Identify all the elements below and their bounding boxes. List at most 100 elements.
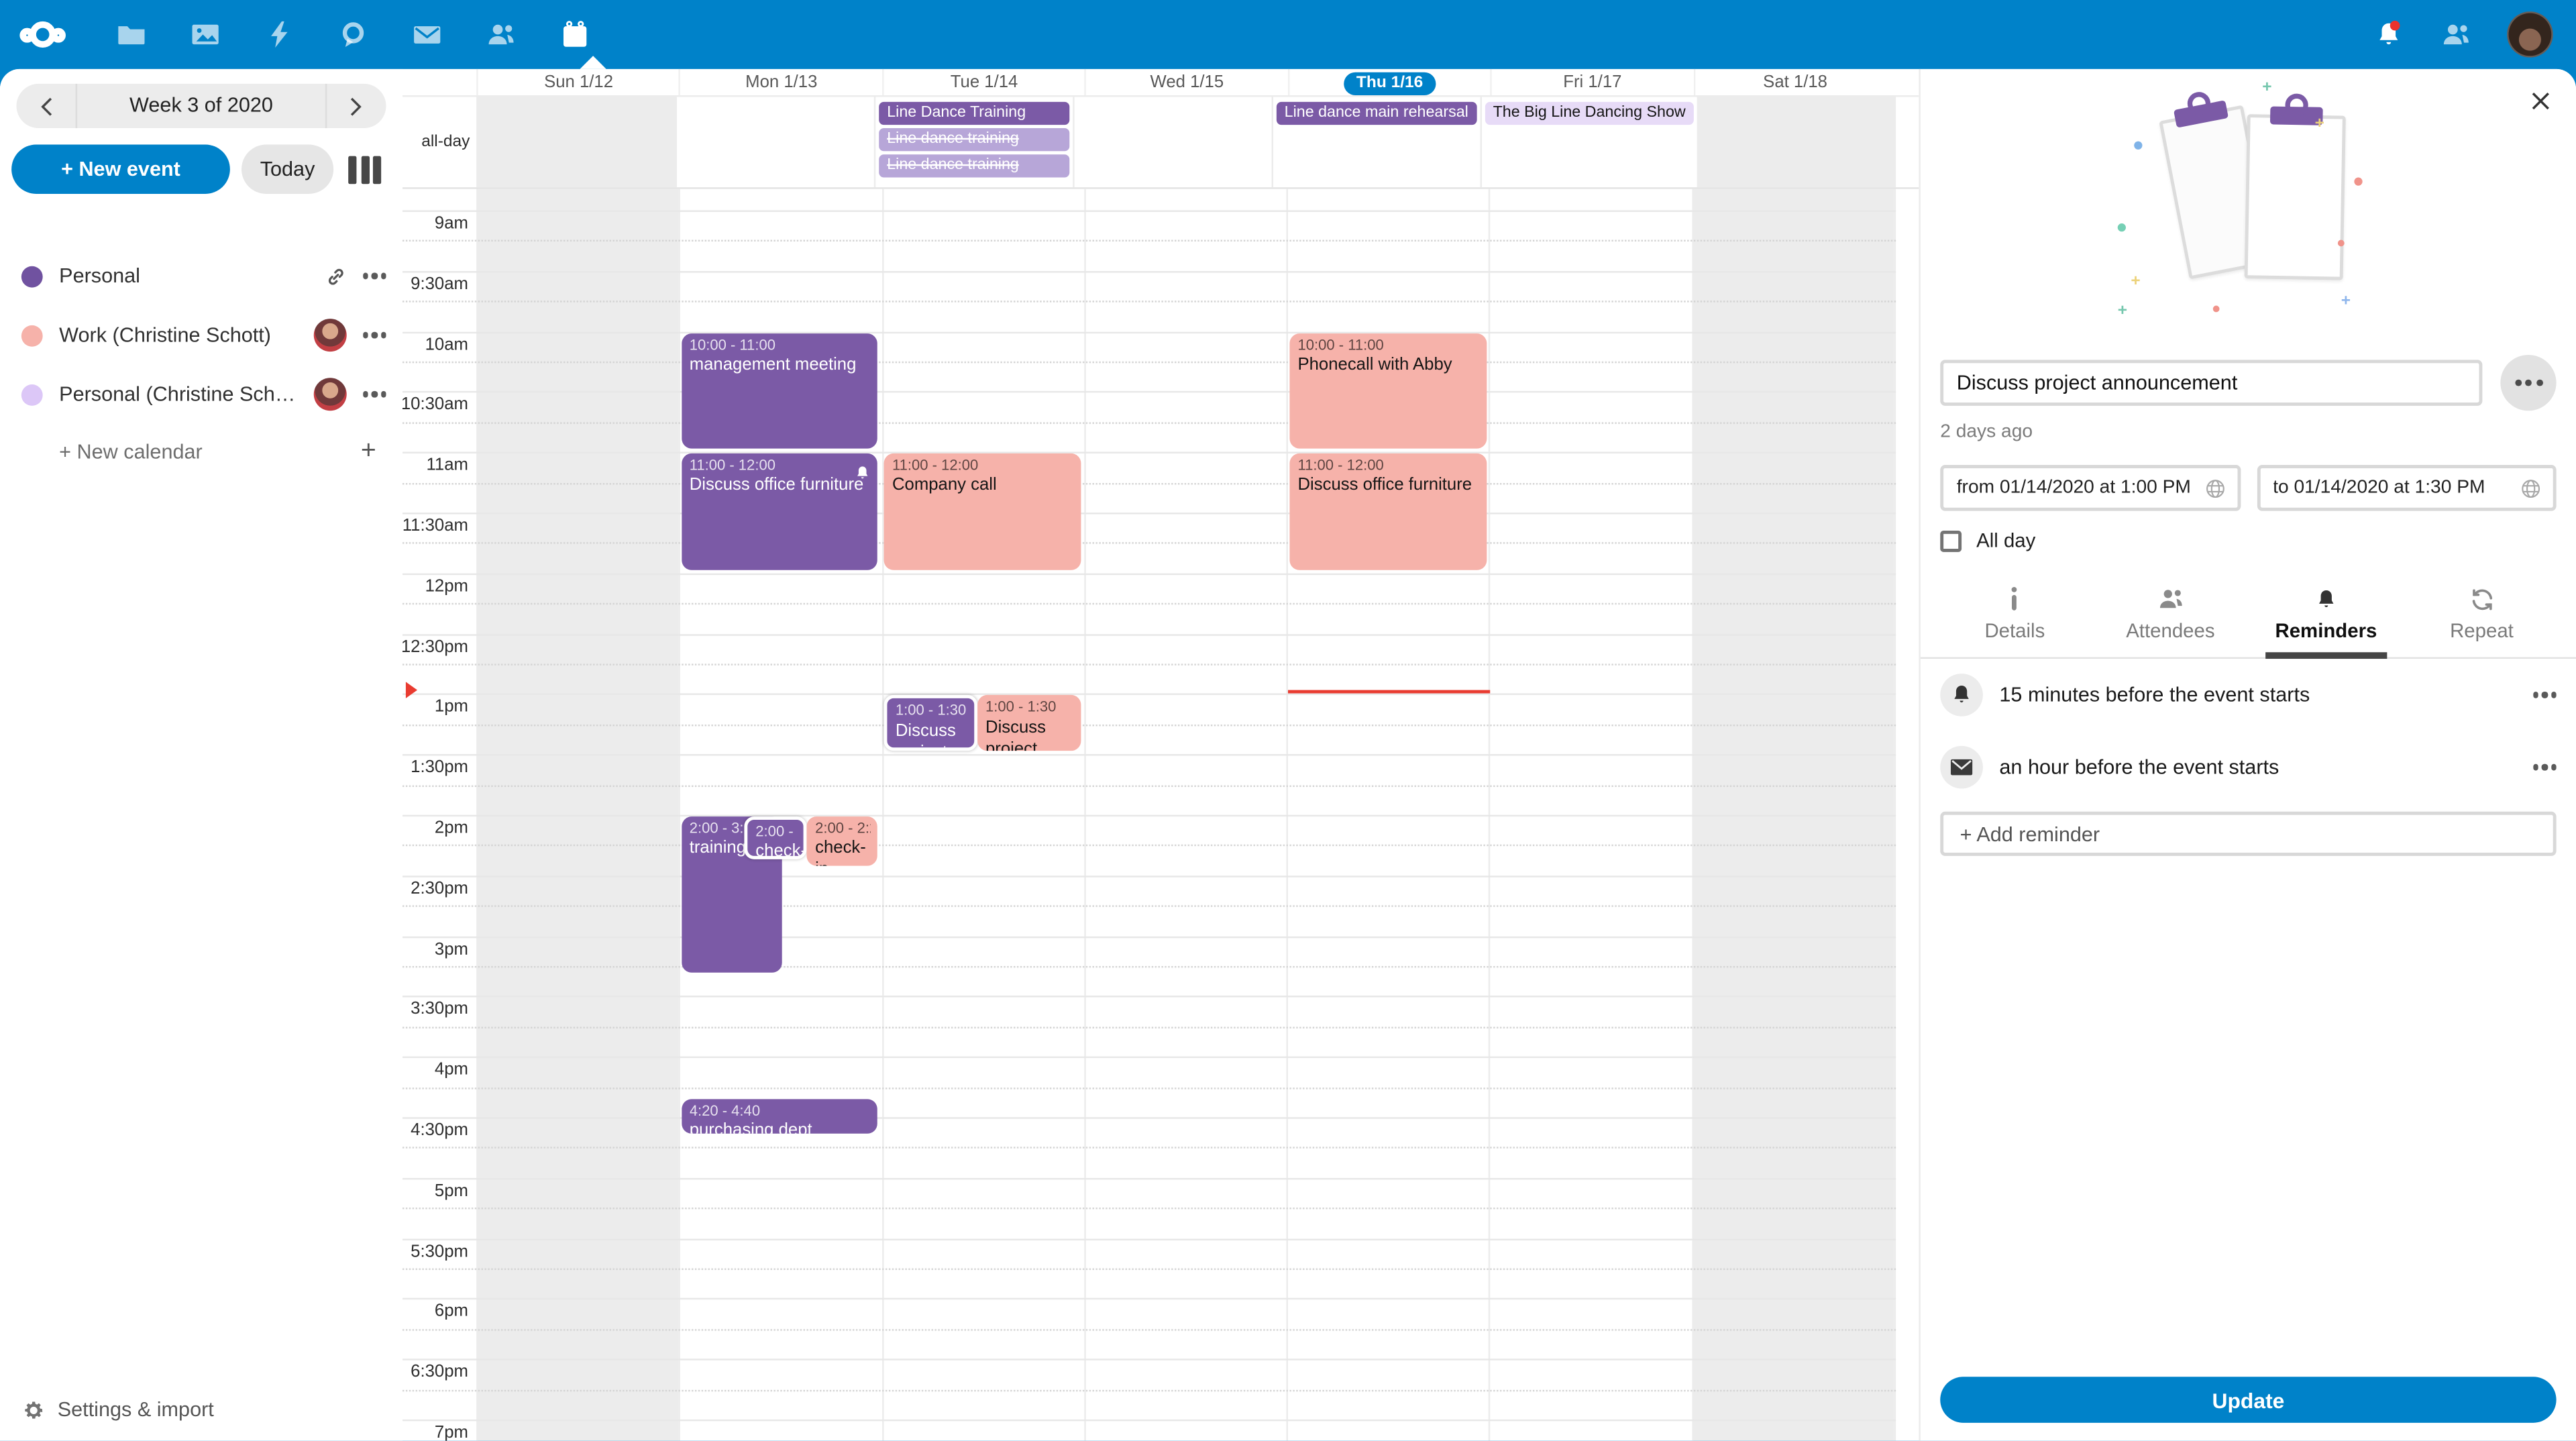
calendar-event[interactable]: 2:00 - 2:20check-in — [744, 816, 807, 860]
calendar-event[interactable]: 1:00 - 1:30 Discuss project — [977, 695, 1081, 751]
allday-event[interactable]: Line dance main rehearsal — [1276, 101, 1477, 125]
files-app-icon[interactable] — [115, 19, 146, 50]
photos-app-icon[interactable] — [189, 19, 221, 50]
now-indicator-line — [1287, 690, 1491, 694]
confetti-dot — [2134, 141, 2143, 150]
globe-icon[interactable] — [2520, 477, 2542, 498]
reminder-menu-button[interactable] — [2532, 758, 2557, 777]
day-column — [476, 189, 679, 1441]
event-title-input[interactable] — [1940, 360, 2483, 406]
reminder-menu-button[interactable] — [2532, 686, 2557, 704]
tab-details[interactable]: Details — [1937, 578, 2092, 657]
allday-cell[interactable]: Line Dance Training Line dance training Li… — [873, 97, 1073, 188]
tab-repeat[interactable]: Repeat — [2404, 578, 2559, 657]
allday-event[interactable]: Line Dance Training — [878, 101, 1069, 125]
time-label: 1:30pm — [411, 757, 468, 778]
reminder-list: 15 minutes before the event starts an hou… — [1940, 659, 2557, 804]
allday-cell[interactable]: Line dance main rehearsal — [1271, 97, 1480, 188]
calendar-event[interactable]: 2:00 - 2:25check-in — [806, 816, 878, 866]
day-header[interactable]: Mon 1/13 — [679, 68, 881, 96]
share-link-icon[interactable] — [325, 266, 346, 287]
sidebar-calendar-item[interactable]: Personal — [0, 246, 402, 305]
all-day-toggle[interactable]: All day — [1940, 529, 2556, 552]
view-mode-toggle[interactable] — [348, 155, 382, 184]
previous-week-button[interactable] — [16, 84, 75, 128]
sidebar-calendar-item[interactable]: Work (Christine Schott) — [0, 306, 402, 365]
calendar-week-view: Sun 1/12 Mon 1/13 Tue 1/14 Wed 1/15 Thu 1/16… — [402, 68, 1919, 1441]
calendar-menu-button[interactable] — [362, 326, 386, 345]
confetti-dot — [2337, 239, 2345, 247]
close-panel-button[interactable] — [2525, 85, 2555, 115]
time-label: 9am — [434, 213, 468, 233]
allday-event[interactable]: Line dance training — [878, 128, 1069, 152]
contacts-menu-icon[interactable] — [2440, 19, 2471, 50]
repeat-icon — [2404, 586, 2559, 611]
calendar-event[interactable]: 10:00 - 11:00 management meeting — [681, 333, 878, 449]
add-reminder-button[interactable]: + Add reminder — [1940, 811, 2557, 856]
start-datetime-field[interactable]: from 01/14/2020 at 1:00 PM — [1940, 465, 2241, 511]
allday-cell[interactable] — [1697, 97, 1896, 188]
time-label: 10am — [425, 334, 468, 354]
day-header[interactable]: Sun 1/12 — [476, 68, 679, 96]
calendar-owner-avatar — [313, 319, 346, 352]
mail-app-icon[interactable] — [411, 19, 442, 50]
today-day-pill[interactable]: Thu 1/16 — [1343, 72, 1436, 96]
day-header[interactable]: Wed 1/15 — [1084, 68, 1287, 96]
globe-icon[interactable] — [2204, 477, 2225, 498]
day-column: 11:00 - 12:00 Company call 1:00 - 1:30 Disc… — [882, 189, 1085, 1441]
all-day-checkbox[interactable] — [1940, 529, 1962, 551]
allday-event[interactable]: Line dance training — [878, 154, 1069, 178]
event-title: check-in — [755, 841, 807, 860]
event-time: 2:00 - 2:25 — [815, 820, 871, 837]
event-title: Phonecall with Abby — [1297, 354, 1452, 374]
allday-cell[interactable] — [1072, 97, 1271, 188]
calendar-event[interactable]: 11:00 - 12:00 Discuss office furniture — [681, 453, 878, 570]
day-header[interactable]: Sat 1/18 — [1693, 68, 1896, 96]
day-header[interactable]: Thu 1/16 — [1287, 68, 1490, 96]
calendar-color-dot — [21, 324, 43, 346]
confetti-plus: + — [2131, 272, 2141, 291]
tab-attendees[interactable]: Attendees — [2092, 578, 2248, 657]
new-calendar-button[interactable]: + New calendar + — [0, 424, 402, 480]
nextcloud-logo[interactable] — [19, 21, 66, 48]
talk-app-icon[interactable] — [337, 19, 368, 50]
activity-app-icon[interactable] — [263, 19, 294, 50]
notifications-bell-icon[interactable] — [2372, 19, 2404, 50]
allday-cell[interactable]: The Big Line Dancing Show — [1479, 97, 1697, 188]
event-title: management meeting — [689, 354, 857, 374]
app-frame: Week 3 of 2020 + New event Today Persona… — [0, 68, 2576, 1441]
calendar-event[interactable]: 11:00 - 12:00 Company call — [883, 453, 1081, 570]
new-event-button[interactable]: + New event — [11, 144, 230, 194]
sidebar-calendar-item[interactable]: Personal (Christine Schott) — [0, 365, 402, 424]
event-title: Discuss project announcement — [895, 720, 956, 748]
reminder-bell-icon — [1940, 674, 1983, 716]
time-gutter: 9am 9:30am 10am 10:30am 11am 11:30am 12pm 12:30… — [402, 189, 476, 1440]
allday-cell[interactable] — [675, 97, 873, 188]
week-label[interactable]: Week 3 of 2020 — [75, 83, 327, 129]
today-button[interactable]: Today — [241, 144, 334, 194]
update-button[interactable]: Update — [1940, 1377, 2557, 1423]
event-actions-button[interactable] — [2500, 354, 2557, 411]
contacts-app-icon[interactable] — [484, 19, 516, 50]
day-header[interactable]: Tue 1/14 — [881, 68, 1085, 96]
calendar-name: Personal — [59, 264, 141, 288]
allday-event[interactable]: The Big Line Dancing Show — [1485, 101, 1694, 125]
calendar-menu-button[interactable] — [362, 385, 386, 404]
settings-import-button[interactable]: Settings & import — [0, 1379, 402, 1441]
time-label: 3pm — [434, 939, 468, 959]
allday-cell[interactable] — [476, 97, 676, 188]
active-app-notch — [580, 56, 606, 69]
time-label: 6pm — [434, 1301, 468, 1322]
calendar-event[interactable]: 11:00 - 12:00 Discuss office furniture — [1289, 453, 1487, 570]
calendar-event[interactable]: 4:20 - 4:40 purchasing dept — [681, 1098, 878, 1134]
tab-reminders[interactable]: Reminders — [2248, 578, 2404, 659]
close-icon — [2531, 91, 2548, 109]
day-header[interactable]: Fri 1/17 — [1490, 68, 1693, 96]
user-avatar[interactable] — [2507, 11, 2553, 58]
calendar-event[interactable]: 10:00 - 11:00 Phonecall with Abby — [1289, 333, 1487, 449]
end-datetime-field[interactable]: to 01/14/2020 at 1:30 PM — [2256, 465, 2557, 511]
calendar-menu-button[interactable] — [362, 266, 386, 285]
next-week-button[interactable] — [327, 84, 386, 128]
calendar-app-icon[interactable] — [559, 19, 590, 50]
